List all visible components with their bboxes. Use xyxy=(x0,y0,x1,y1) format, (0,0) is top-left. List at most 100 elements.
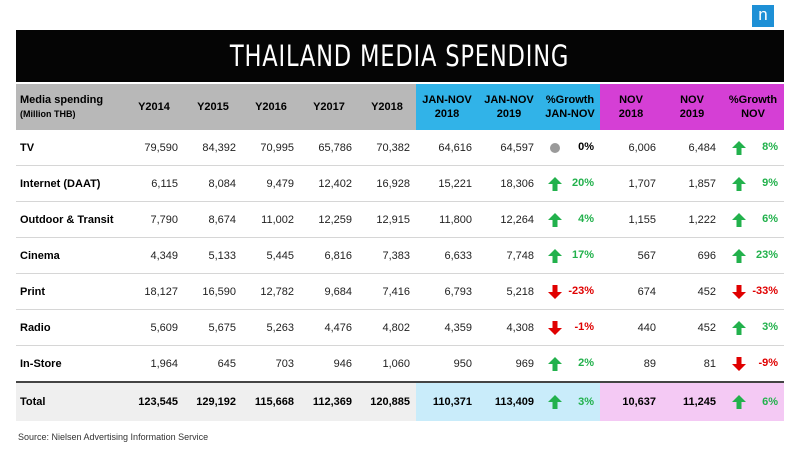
year-value: 70,995 xyxy=(242,130,300,166)
arrow-up-icon xyxy=(732,140,746,155)
row-label: In-Store xyxy=(16,345,124,383)
jan-nov-2018-value: 11,800 xyxy=(416,201,478,238)
growth-cell: -9% xyxy=(722,345,784,383)
arrow-up-icon xyxy=(548,248,562,263)
arrow-up-icon xyxy=(548,395,562,409)
header-growth-jan-nov-l1: %Growth xyxy=(545,94,595,106)
header-nov-2018-l1: NOV xyxy=(619,94,643,106)
growth-value: 8% xyxy=(762,141,778,154)
year-value: 9,684 xyxy=(300,273,358,310)
growth-value: 3% xyxy=(762,321,778,334)
growth-cell: 8% xyxy=(722,130,784,166)
growth-value: -23% xyxy=(568,285,594,298)
growth-cell: 23% xyxy=(722,237,784,274)
jan-nov-2019-value: 64,597 xyxy=(478,130,540,166)
year-value: 6,115 xyxy=(124,165,184,202)
header-y2016: Y2016 xyxy=(242,84,300,130)
nov-2018-value: 10,637 xyxy=(600,381,662,421)
year-value: 84,392 xyxy=(184,130,242,166)
growth-value: 6% xyxy=(762,395,778,408)
nov-2018-value: 440 xyxy=(600,309,662,346)
year-value: 5,445 xyxy=(242,237,300,274)
year-value: 70,382 xyxy=(358,130,416,166)
year-value: 1,964 xyxy=(124,345,184,383)
header-y2017: Y2017 xyxy=(300,84,358,130)
growth-value: 3% xyxy=(578,395,594,408)
growth-cell: 3% xyxy=(722,309,784,346)
year-value: 129,192 xyxy=(184,381,242,421)
nov-2018-value: 1,707 xyxy=(600,165,662,202)
row-label: TV xyxy=(16,130,124,166)
table-row: In-Store 1,964 645 703 946 1,060 950 969 2% 89 81 -… xyxy=(16,345,784,383)
growth-cell: 2% xyxy=(540,345,600,383)
growth-cell: 20% xyxy=(540,165,600,202)
header-growth-nov-l2: NOV xyxy=(741,108,765,120)
jan-nov-2019-value: 18,306 xyxy=(478,165,540,202)
header-jan-nov-2019: JAN-NOV 2019 xyxy=(478,84,540,130)
nov-2018-value: 567 xyxy=(600,237,662,274)
media-spending-table: Media spending (Million THB) Y2014 Y2015 … xyxy=(16,84,784,421)
year-value: 11,002 xyxy=(242,201,300,238)
header-nov-2019-l1: NOV xyxy=(680,94,704,106)
jan-nov-2019-value: 113,409 xyxy=(478,381,540,421)
table-row: TV 79,590 84,392 70,995 65,786 70,382 64,616 64… xyxy=(16,130,784,166)
growth-value: -1% xyxy=(574,321,594,334)
growth-value: -9% xyxy=(758,357,778,370)
growth-value: 20% xyxy=(571,177,594,190)
row-label: Print xyxy=(16,273,124,310)
jan-nov-2018-value: 15,221 xyxy=(416,165,478,202)
nov-2019-value: 452 xyxy=(662,273,722,310)
header-jan-nov-2018: JAN-NOV 2018 xyxy=(416,84,478,130)
jan-nov-2018-value: 950 xyxy=(416,345,478,383)
jan-nov-2018-value: 4,359 xyxy=(416,309,478,346)
year-value: 1,060 xyxy=(358,345,416,383)
year-value: 16,928 xyxy=(358,165,416,202)
table-row: Radio 5,609 5,675 5,263 4,476 4,802 4,359 4,308… xyxy=(16,309,784,346)
nov-2019-value: 1,222 xyxy=(662,201,722,238)
jan-nov-2018-value: 110,371 xyxy=(416,381,478,421)
jan-nov-2018-value: 64,616 xyxy=(416,130,478,166)
year-value: 12,259 xyxy=(300,201,358,238)
year-value: 65,786 xyxy=(300,130,358,166)
year-value: 12,915 xyxy=(358,201,416,238)
nov-2019-value: 1,857 xyxy=(662,165,722,202)
nov-2018-value: 89 xyxy=(600,345,662,383)
year-value: 16,590 xyxy=(184,273,242,310)
header-nov-2019-l2: 2019 xyxy=(679,108,705,120)
row-label: Internet (DAAT) xyxy=(16,165,124,202)
year-value: 8,674 xyxy=(184,201,242,238)
header-row: Media spending (Million THB) Y2014 Y2015 … xyxy=(16,84,784,130)
year-value: 645 xyxy=(184,345,242,383)
growth-cell: 17% xyxy=(540,237,600,274)
year-value: 18,127 xyxy=(124,273,184,310)
year-value: 123,545 xyxy=(124,381,184,421)
growth-cell: -1% xyxy=(540,309,600,346)
row-label: Outdoor & Transit xyxy=(16,201,124,238)
spending-table-container: Media spending (Million THB) Y2014 Y2015 … xyxy=(16,84,784,421)
nov-2019-value: 11,245 xyxy=(662,381,722,421)
year-value: 7,416 xyxy=(358,273,416,310)
arrow-up-icon xyxy=(548,176,562,191)
growth-cell: -23% xyxy=(540,273,600,310)
year-value: 5,609 xyxy=(124,309,184,346)
arrow-up-icon xyxy=(732,320,746,335)
growth-cell: 0% xyxy=(540,130,600,166)
table-row: Cinema 4,349 5,133 5,445 6,816 7,383 6,633 7,74… xyxy=(16,237,784,274)
jan-nov-2019-value: 4,308 xyxy=(478,309,540,346)
arrow-up-icon xyxy=(732,176,746,191)
neutral-dot-icon xyxy=(550,142,560,153)
nov-2019-value: 452 xyxy=(662,309,722,346)
arrow-up-icon xyxy=(548,212,562,227)
year-value: 7,383 xyxy=(358,237,416,274)
page-title: THAILAND MEDIA SPENDING xyxy=(16,30,784,82)
growth-value: 17% xyxy=(571,249,594,262)
header-nov-2018-l2: 2018 xyxy=(618,108,644,120)
growth-value: 0% xyxy=(578,141,594,154)
header-growth-jan-nov-l2: JAN-NOV xyxy=(545,108,595,120)
year-value: 703 xyxy=(242,345,300,383)
jan-nov-2019-value: 12,264 xyxy=(478,201,540,238)
nov-2019-value: 6,484 xyxy=(662,130,722,166)
year-value: 5,675 xyxy=(184,309,242,346)
arrow-down-icon xyxy=(732,284,746,299)
growth-cell: 3% xyxy=(540,381,600,421)
